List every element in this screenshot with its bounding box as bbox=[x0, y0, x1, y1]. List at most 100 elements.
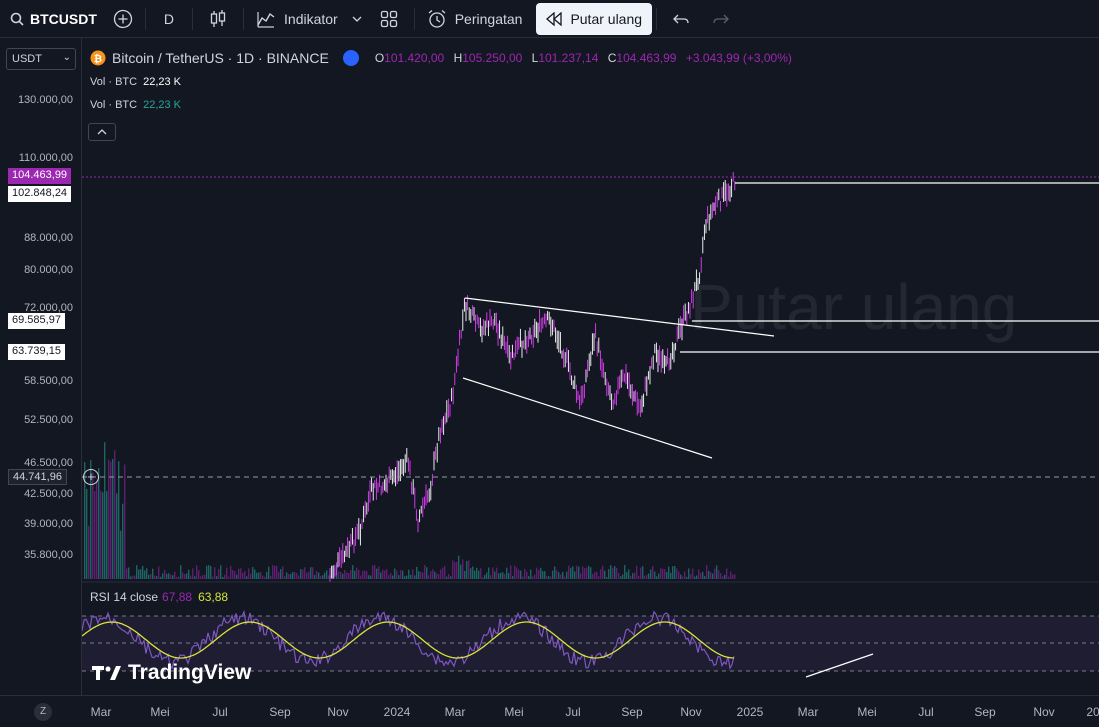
volume-bar bbox=[122, 503, 124, 579]
add-alert-button[interactable]: + bbox=[83, 469, 99, 485]
volume-bar bbox=[132, 575, 134, 579]
volume-bar bbox=[90, 460, 92, 579]
volume-bar bbox=[510, 565, 512, 579]
volume-bar bbox=[98, 467, 100, 579]
volume-label: Vol · BTC bbox=[90, 99, 138, 111]
volume-bar bbox=[264, 576, 266, 579]
volume-bar bbox=[328, 575, 330, 579]
volume-value: 22,23 K bbox=[143, 76, 181, 88]
indicators-menu-button[interactable] bbox=[346, 0, 368, 38]
open-value: 101.420,00 bbox=[384, 51, 445, 65]
volume-bar bbox=[414, 575, 416, 579]
volume-bar bbox=[440, 569, 442, 579]
symbol-title[interactable]: Bitcoin / TetherUS · 1D · BINANCE bbox=[112, 50, 329, 66]
volume-bar bbox=[326, 570, 328, 579]
rsi-legend: RSI 14 close 67,88 63,88 bbox=[90, 590, 228, 604]
volume-bar bbox=[108, 459, 110, 579]
volume-bar bbox=[120, 530, 122, 579]
symbol-search[interactable]: BTCUSDT bbox=[0, 0, 105, 38]
rsi-line bbox=[82, 609, 735, 671]
volume-bar bbox=[464, 570, 466, 579]
volume-bar bbox=[256, 572, 258, 579]
volume-bar bbox=[626, 572, 628, 579]
volume-bar bbox=[300, 569, 302, 579]
alerts-button[interactable]: Peringatan bbox=[419, 0, 531, 38]
volume-bar bbox=[630, 576, 632, 579]
volume-bar bbox=[340, 571, 342, 579]
redo-button[interactable] bbox=[701, 0, 741, 38]
currency-select[interactable]: USDT ⌄ bbox=[6, 48, 76, 70]
volume-bar bbox=[134, 575, 136, 579]
rsi-value: 67,88 bbox=[162, 590, 193, 604]
chart-canvas[interactable] bbox=[82, 38, 1099, 695]
replay-button[interactable]: Putar ulang bbox=[536, 2, 653, 35]
volume-bar bbox=[266, 571, 268, 579]
volume-bar bbox=[460, 564, 462, 579]
rsi-signal-line bbox=[82, 621, 735, 659]
volume-bar bbox=[468, 560, 470, 579]
volume-bar bbox=[550, 576, 552, 579]
volume-bar bbox=[244, 571, 246, 579]
time-axis[interactable]: Z Mar Mei Jul Sep Nov 2024 Mar Mei Jul S… bbox=[0, 695, 1099, 727]
volume-bar bbox=[636, 565, 638, 579]
price-scale[interactable]: USDT ⌄ 130.000,00 110.000,00 88.000,00 8… bbox=[0, 38, 82, 695]
volume-bar bbox=[284, 576, 286, 579]
current-price-tag: 104.463,99 bbox=[8, 168, 72, 184]
rsi-trendline[interactable] bbox=[805, 653, 874, 678]
price-tick: 46.500,00 bbox=[24, 457, 73, 469]
volume-bar bbox=[110, 461, 112, 579]
volume-bar bbox=[628, 569, 630, 579]
price-tick: 72.000,00 bbox=[24, 302, 73, 314]
indicators-button[interactable]: Indikator bbox=[248, 0, 346, 38]
rsi-title: RSI 14 close bbox=[90, 590, 159, 604]
volume-bar bbox=[102, 492, 104, 579]
volume-bar bbox=[242, 572, 244, 579]
volume-bar bbox=[592, 573, 594, 579]
zoom-reset-button[interactable]: Z bbox=[34, 703, 52, 721]
volume-bar bbox=[272, 565, 274, 579]
volume-bar bbox=[246, 576, 248, 579]
volume-bar bbox=[344, 570, 346, 579]
volume-bar bbox=[542, 571, 544, 579]
volume-bar bbox=[534, 574, 536, 579]
chart-type-button[interactable] bbox=[197, 0, 239, 38]
volume-value: 22,23 K bbox=[143, 99, 181, 111]
replay-status-icon[interactable] bbox=[342, 50, 359, 66]
add-symbol-button[interactable] bbox=[105, 0, 141, 38]
volume-bar bbox=[618, 572, 620, 579]
volume-bar bbox=[658, 573, 660, 579]
collapse-legend-button[interactable] bbox=[88, 123, 116, 141]
volume-bar bbox=[666, 571, 668, 579]
volume-bar bbox=[342, 573, 344, 579]
volume-bar bbox=[140, 569, 142, 579]
trendline-upper[interactable] bbox=[464, 297, 775, 337]
volume-bar bbox=[114, 450, 116, 579]
price-tick: 110.000,00 bbox=[18, 152, 73, 164]
volume-bar bbox=[724, 574, 726, 579]
volume-bar bbox=[186, 573, 188, 579]
volume-bar bbox=[112, 459, 114, 579]
volume-bar bbox=[184, 574, 186, 579]
interval-button[interactable]: D bbox=[150, 0, 188, 38]
price-tick: 42.500,00 bbox=[24, 488, 73, 500]
layouts-button[interactable] bbox=[368, 0, 410, 38]
volume-bar bbox=[320, 575, 322, 579]
tradingview-logo[interactable]: TradingView bbox=[92, 661, 251, 685]
volume-bar bbox=[442, 567, 444, 579]
volume-bar bbox=[352, 565, 354, 579]
volume-bar bbox=[220, 565, 222, 579]
symbol-label: BTCUSDT bbox=[30, 10, 97, 27]
volume-bar bbox=[192, 568, 194, 579]
volume-bar bbox=[178, 576, 180, 579]
change-value: +3.043,99 (+3,00%) bbox=[685, 51, 792, 65]
close-value: 104.463,99 bbox=[616, 51, 677, 65]
volume-bar bbox=[348, 572, 350, 579]
volume-bar bbox=[620, 576, 622, 579]
replay-label: Putar ulang bbox=[570, 10, 643, 27]
volume-bar bbox=[398, 575, 400, 579]
volume-label: Vol · BTC bbox=[90, 76, 138, 88]
volume-bar bbox=[570, 567, 572, 579]
volume-bar bbox=[634, 572, 636, 579]
undo-button[interactable] bbox=[661, 0, 701, 38]
trendline-lower[interactable] bbox=[462, 377, 713, 459]
